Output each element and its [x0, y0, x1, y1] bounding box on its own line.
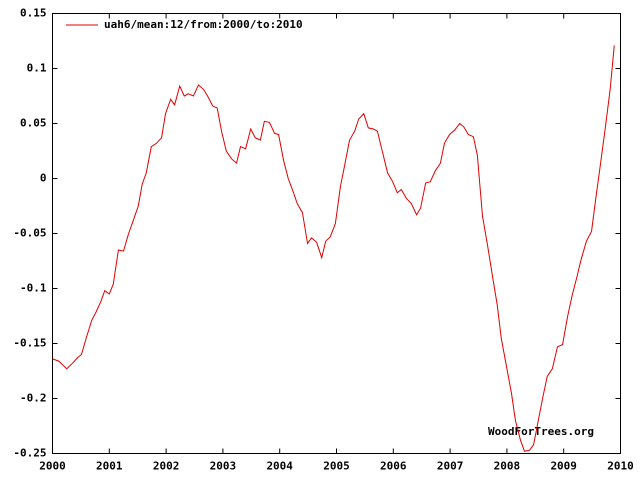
x-tick-label: 2001: [96, 460, 123, 473]
y-tick-label: 0.05: [20, 117, 47, 130]
x-tick-label: 2000: [39, 460, 66, 473]
x-tick-label: 2010: [607, 460, 634, 473]
y-tick-label: 0.1: [27, 62, 47, 75]
x-tick-label: 2006: [380, 460, 407, 473]
y-tick-label: -0.05: [13, 227, 46, 240]
data-line: [52, 45, 615, 452]
y-tick-label: -0.2: [20, 392, 47, 405]
y-tick-label: 0: [40, 172, 47, 185]
x-tick-label: 2008: [494, 460, 521, 473]
watermark: WoodForTrees.org: [488, 425, 594, 438]
x-tick-label: 2009: [550, 460, 577, 473]
y-tick-label: -0.1: [20, 282, 47, 295]
legend-label: uah6/mean:12/from:2000/to:2010: [104, 18, 303, 31]
x-tick-label: 2005: [323, 460, 350, 473]
x-tick-label: 2003: [210, 460, 237, 473]
x-tick-label: 2002: [153, 460, 180, 473]
x-tick-label: 2004: [266, 460, 293, 473]
y-tick-label: 0.15: [20, 7, 47, 20]
y-tick-label: -0.25: [13, 447, 46, 460]
y-tick-label: -0.15: [13, 337, 46, 350]
plot-frame: [52, 13, 621, 454]
x-tick-label: 2007: [437, 460, 464, 473]
